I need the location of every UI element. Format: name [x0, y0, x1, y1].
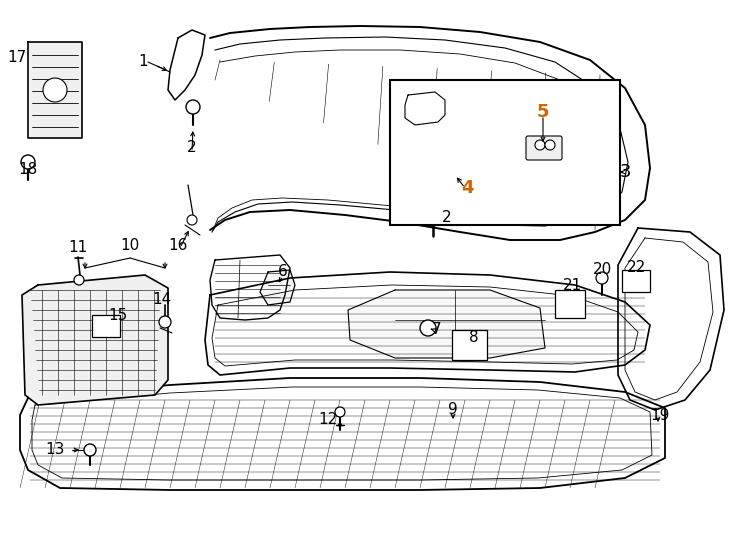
Circle shape [187, 215, 197, 225]
Polygon shape [22, 275, 168, 405]
Circle shape [159, 316, 171, 328]
Text: 7: 7 [432, 322, 442, 338]
Bar [555, 290, 585, 318]
Text: 21: 21 [564, 279, 583, 294]
Bar [92, 315, 120, 337]
Circle shape [21, 155, 35, 169]
Text: 2: 2 [187, 140, 197, 156]
Circle shape [84, 444, 96, 456]
Bar [390, 80, 620, 225]
Text: 14: 14 [153, 293, 172, 307]
Polygon shape [28, 42, 82, 138]
Circle shape [420, 320, 436, 336]
Text: 1: 1 [138, 55, 148, 70]
Circle shape [425, 210, 441, 226]
Circle shape [446, 171, 464, 189]
Text: 17: 17 [7, 51, 26, 65]
Text: 20: 20 [592, 262, 611, 278]
Text: 5: 5 [537, 103, 549, 121]
Bar [452, 330, 487, 360]
Text: 8: 8 [469, 330, 479, 346]
Text: 19: 19 [650, 408, 669, 422]
FancyBboxPatch shape [526, 136, 562, 160]
Text: 22: 22 [626, 260, 646, 275]
Bar [622, 270, 650, 292]
Polygon shape [348, 290, 545, 358]
Circle shape [186, 100, 200, 114]
Text: 2: 2 [442, 211, 452, 226]
Circle shape [335, 407, 345, 417]
Circle shape [545, 140, 555, 150]
Text: 15: 15 [109, 307, 128, 322]
Text: 4: 4 [461, 179, 473, 197]
Text: 18: 18 [18, 163, 37, 178]
Circle shape [596, 272, 608, 284]
Circle shape [456, 159, 468, 171]
Text: 11: 11 [68, 240, 87, 255]
Circle shape [74, 275, 84, 285]
Text: 16: 16 [168, 238, 188, 253]
Text: 12: 12 [319, 413, 338, 428]
Circle shape [43, 78, 67, 102]
Circle shape [535, 140, 545, 150]
Text: 3: 3 [619, 163, 631, 181]
Text: 9: 9 [448, 402, 458, 417]
Text: 10: 10 [120, 238, 139, 253]
Text: 13: 13 [46, 442, 65, 457]
Polygon shape [260, 270, 295, 305]
Text: 6: 6 [278, 265, 288, 280]
